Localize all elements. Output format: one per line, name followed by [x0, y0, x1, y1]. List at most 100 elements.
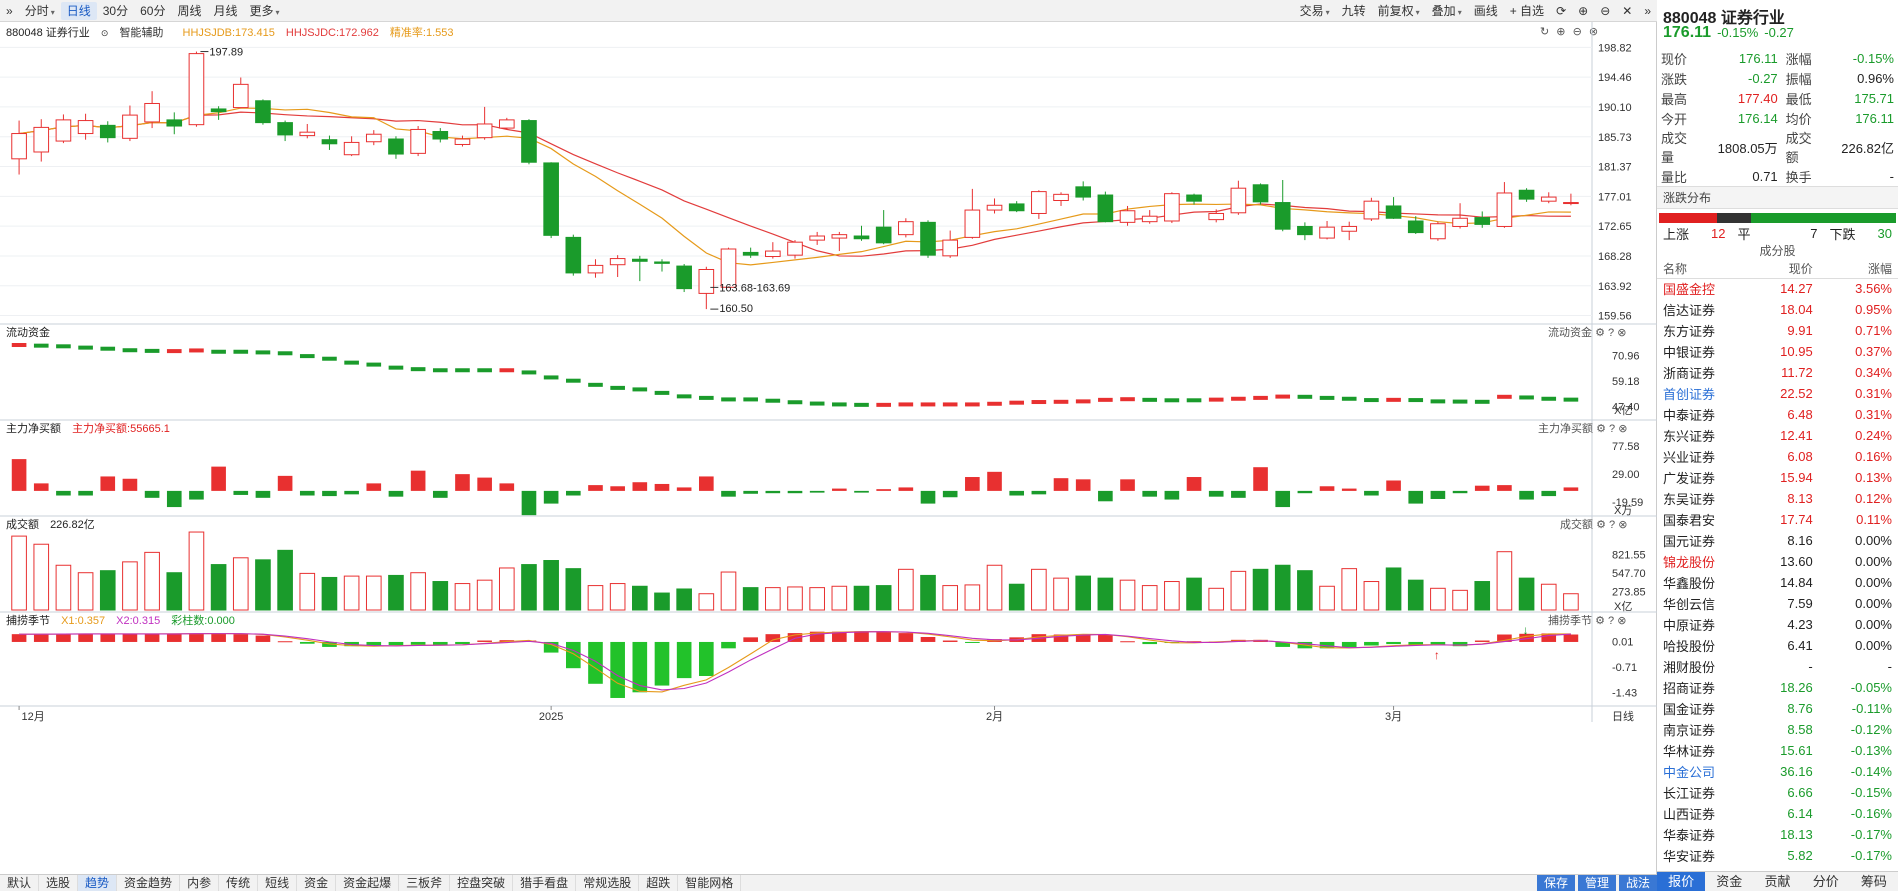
right-2[interactable]: 前复权 ▾ [1372, 2, 1426, 20]
close-icon[interactable]: ⊗ [1617, 327, 1627, 339]
right-tab-0[interactable]: 报价 [1657, 872, 1706, 891]
close-icon[interactable]: ✕ [1622, 3, 1633, 18]
constituent-row[interactable]: 华林证券 15.61 -0.13% [1657, 740, 1898, 761]
cf-header-2[interactable]: 涨幅 [1818, 260, 1898, 279]
candlestick[interactable] [1385, 197, 1402, 219]
candlestick[interactable] [1274, 180, 1291, 232]
close-icon[interactable]: ⊗ [1617, 615, 1627, 627]
candlestick[interactable] [1540, 192, 1557, 204]
constituent-row[interactable]: 华安证券 5.82 -0.17% [1657, 845, 1898, 866]
add-icon[interactable]: ⊕ [1556, 26, 1566, 38]
constituent-row[interactable]: 南京证券 8.58 -0.12% [1657, 719, 1898, 740]
candlestick[interactable] [1496, 182, 1513, 228]
candlestick[interactable] [1407, 216, 1424, 234]
candlestick[interactable] [543, 162, 559, 239]
candlestick[interactable] [720, 247, 737, 288]
candlestick[interactable] [1164, 192, 1180, 224]
constituent-row[interactable]: 招商证券 18.26 -0.05% [1657, 677, 1898, 698]
bottom-tab-11[interactable]: 猎手看盘 [513, 875, 577, 891]
candlestick[interactable] [1252, 183, 1269, 205]
right-4[interactable]: 画线 [1468, 2, 1504, 20]
help-icon[interactable]: ? [1608, 615, 1615, 627]
bottom-tab-12[interactable]: 常规选股 [576, 875, 640, 891]
constituent-row[interactable]: 锦龙股份 13.60 0.00% [1657, 551, 1898, 572]
candlestick[interactable] [587, 259, 604, 278]
gear-icon[interactable]: ⚙ [1595, 615, 1605, 627]
candlestick[interactable] [654, 259, 670, 272]
constituent-row[interactable]: 中原证券 4.23 0.00% [1657, 614, 1898, 635]
candlestick[interactable] [1563, 193, 1579, 206]
collapse-icon[interactable]: » [6, 3, 13, 18]
candlestick[interactable] [742, 247, 759, 258]
help-icon[interactable]: ? [1609, 519, 1616, 531]
constituent-row[interactable]: 华鑫股份 14.84 0.00% [1657, 572, 1898, 593]
left-5[interactable]: 月线 [207, 2, 243, 20]
candlestick[interactable] [1297, 222, 1313, 241]
candlestick[interactable] [1430, 221, 1446, 241]
right-1[interactable]: 九转 [1336, 2, 1372, 20]
candlestick[interactable] [11, 120, 27, 175]
cf-header-0[interactable]: 名称 [1657, 260, 1753, 279]
bottom-tab-6[interactable]: 短线 [258, 875, 298, 891]
candlestick[interactable] [565, 234, 582, 276]
left-2[interactable]: 30分 [97, 2, 134, 20]
bottom-tab-2[interactable]: 趋势 [78, 875, 118, 891]
close-icon[interactable]: ⊗ [1618, 423, 1628, 435]
candlestick[interactable] [1474, 211, 1491, 228]
settings-icon[interactable]: ⟳ [1556, 3, 1567, 18]
candlestick[interactable] [1075, 181, 1092, 201]
gear-icon[interactable]: ⚙ [1596, 423, 1606, 435]
right-tab-1[interactable]: 资金 [1716, 874, 1743, 889]
candlestick[interactable] [986, 198, 1003, 214]
candlestick[interactable] [676, 264, 692, 293]
close-panel-icon[interactable]: ⊗ [1588, 26, 1599, 38]
minus-icon[interactable]: ⊖ [1572, 26, 1582, 38]
constituent-row[interactable]: 山西证券 6.14 -0.16% [1657, 803, 1898, 824]
candlestick[interactable] [33, 119, 50, 162]
candlestick[interactable] [432, 128, 449, 143]
candlestick[interactable] [1141, 210, 1158, 224]
candlestick[interactable] [232, 77, 249, 109]
candlestick[interactable] [1518, 188, 1535, 202]
bottom-tab-8[interactable]: 资金起爆 [336, 875, 400, 891]
help-icon[interactable]: ? [1609, 423, 1616, 435]
candlestick[interactable] [809, 231, 825, 245]
gear-icon[interactable]: ⚙ [1595, 327, 1605, 339]
constituent-row[interactable]: 哈投股份 6.41 0.00% [1657, 635, 1898, 656]
help-icon[interactable]: ? [1608, 327, 1615, 339]
constituent-row[interactable]: 广发证券 15.94 0.13% [1657, 467, 1898, 488]
bottom-tab-4[interactable]: 内参 [180, 875, 220, 891]
bottom-tab-1[interactable]: 选股 [39, 875, 79, 891]
constituent-row[interactable]: 首创证券 22.52 0.31% [1657, 383, 1898, 404]
candlestick[interactable] [144, 91, 160, 129]
candlestick[interactable] [365, 130, 382, 146]
constituent-row[interactable]: 兴业证券 6.08 0.16% [1657, 446, 1898, 467]
candlestick[interactable] [898, 218, 914, 238]
right-tab-4[interactable]: 筹码 [1860, 874, 1887, 889]
candlestick[interactable] [1186, 193, 1202, 205]
candlestick[interactable] [410, 126, 426, 157]
candlestick[interactable] [1230, 180, 1247, 215]
candlestick[interactable] [765, 242, 781, 259]
right-tab-2[interactable]: 贡献 [1764, 874, 1791, 889]
close-icon[interactable]: ⊗ [1618, 519, 1628, 531]
candlestick[interactable] [210, 106, 227, 120]
candlestick[interactable] [1452, 203, 1468, 229]
constituent-row[interactable]: 东吴证券 8.13 0.12% [1657, 488, 1898, 509]
bottom-tab-7[interactable]: 资金 [297, 875, 337, 891]
candlestick[interactable] [1053, 192, 1069, 206]
right-3[interactable]: 叠加 ▾ [1426, 2, 1468, 20]
bottom-right-btn-1[interactable]: 管理 [1577, 875, 1616, 891]
chart-area[interactable]: 880048 证券行业 ⊙ 智能辅助 HHJSJDB:173.415 HHJSJ… [0, 22, 1657, 874]
zoom-out-icon[interactable]: ⊖ [1600, 3, 1611, 18]
candlestick[interactable] [188, 51, 205, 127]
chart-canvas[interactable]: 198.82 194.46 190.10 185.73 181.37 177.01 172.… [0, 22, 1657, 874]
constituent-row[interactable]: 浙商证券 11.72 0.34% [1657, 362, 1898, 383]
right-0[interactable]: 交易 ▾ [1294, 2, 1336, 20]
bottom-right-btn-0[interactable]: 保存 [1536, 875, 1575, 891]
left-4[interactable]: 周线 [171, 2, 207, 20]
bottom-tab-10[interactable]: 控盘突破 [450, 875, 514, 891]
candlestick[interactable] [166, 112, 183, 135]
bottom-tab-0[interactable]: 默认 [0, 875, 40, 891]
candlestick[interactable] [99, 121, 116, 143]
